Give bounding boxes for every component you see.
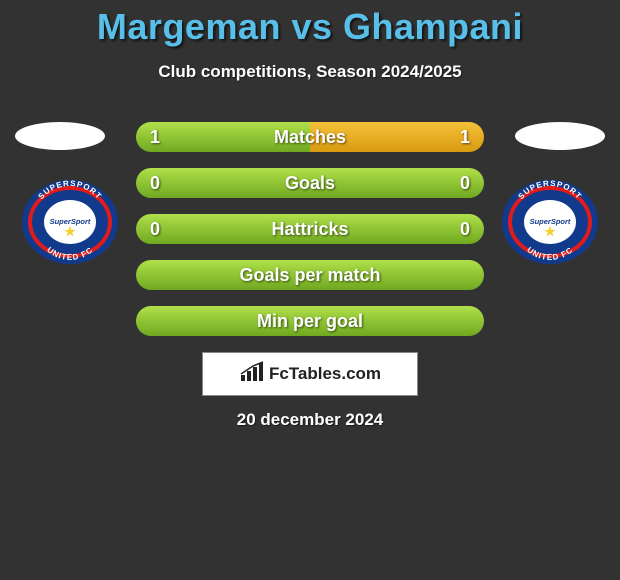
player-avatar-right: [515, 122, 605, 150]
footer-brand-text: FcTables.com: [269, 364, 381, 384]
stat-bar-seg-left: [136, 214, 484, 244]
chart-icon: [239, 361, 265, 388]
page-subtitle: Club competitions, Season 2024/2025: [0, 62, 620, 82]
footer-date: 20 december 2024: [0, 410, 620, 430]
svg-text:SuperSport: SuperSport: [50, 217, 91, 226]
player-avatar-left: [15, 122, 105, 150]
stat-bar: Goals per match: [136, 260, 484, 290]
stat-bar-seg-left: [136, 260, 484, 290]
stat-bar-seg-left: [136, 168, 484, 198]
club-badge-left: SUPERSPORT UNITED FC SuperSport: [20, 178, 120, 266]
club-badge-right: SUPERSPORT UNITED FC SuperSport: [500, 178, 600, 266]
stat-bar: Min per goal: [136, 306, 484, 336]
svg-text:SuperSport: SuperSport: [530, 217, 571, 226]
footer-brand: FcTables.com: [202, 352, 418, 396]
stat-bar-seg-left: [136, 306, 484, 336]
stat-bar: Hattricks00: [136, 214, 484, 244]
stat-bar-seg-left: [136, 122, 310, 152]
stat-bars: Matches11 Goals00 Hattricks00 Goals per mat…: [136, 122, 484, 352]
page-title: Margeman vs Ghampani: [0, 0, 620, 48]
stat-bar: Goals00: [136, 168, 484, 198]
stat-bar: Matches11: [136, 122, 484, 152]
stat-bar-seg-right: [310, 122, 484, 152]
